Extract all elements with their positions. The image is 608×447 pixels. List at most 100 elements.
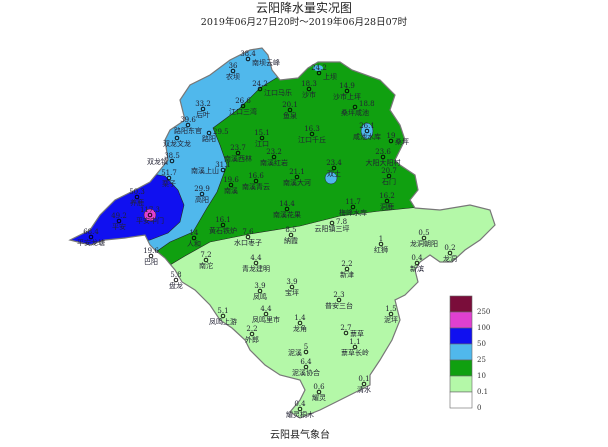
station-marker[interactable]: 1 红狮 — [374, 235, 388, 254]
station-dot — [331, 165, 337, 171]
station-marker[interactable]: 2.2 新津 — [340, 260, 354, 279]
station-name: 納霞 — [284, 236, 298, 245]
station-name: 梅峰水库 — [339, 208, 367, 217]
station-value: 38.5 — [164, 152, 180, 160]
station-dot — [344, 88, 350, 94]
station-marker[interactable]: 0.2 龙洞 — [443, 244, 457, 263]
station-value: 23.4 — [326, 159, 342, 167]
station-marker[interactable]: 23.4 双土 — [326, 159, 342, 178]
station-marker[interactable]: 51.7 栗子 — [161, 169, 177, 188]
station-marker[interactable]: 5泥溪 — [288, 343, 309, 357]
station-marker[interactable]: 19.6 南溪 — [223, 176, 239, 195]
station-value: 1.5 — [385, 305, 396, 313]
legend-label: 25 — [477, 356, 486, 364]
station-name: 凤鸣上游 — [209, 317, 237, 326]
station-marker[interactable]: 16.6 南溪青云 — [242, 172, 270, 191]
station-marker[interactable]: 68.4 平安龙塘 — [77, 228, 105, 247]
legend-swatch — [449, 375, 473, 393]
station-dot — [388, 138, 394, 144]
station-marker[interactable]: 20.1 鱼泉 — [282, 101, 298, 120]
station-marker[interactable]: 14.9 沙市上坪 — [333, 82, 361, 101]
station-marker[interactable]: 双龙文龙 — [163, 135, 191, 148]
station-marker[interactable]: 19.6 巴阳 — [143, 247, 159, 266]
station-marker[interactable]: 33.2 后叶 — [195, 100, 211, 119]
station-marker[interactable]: 0.4 新滨 — [410, 254, 424, 273]
station-dot — [297, 320, 303, 326]
station-marker[interactable]: 6.4 泥溪协合 — [292, 358, 320, 377]
station-marker[interactable]: 11.7 梅峰水库 — [339, 198, 367, 217]
station-marker[interactable]: 14.4 南溪花果 — [273, 200, 301, 219]
station-marker[interactable]: 21.1 南溪大河 — [283, 168, 311, 187]
station-value: 0.1 — [358, 375, 369, 383]
station-marker[interactable]: 29.5路阳 — [202, 128, 229, 143]
station-value: 1 — [379, 235, 383, 243]
station-marker[interactable]: 0.1 清水 — [357, 375, 371, 394]
station-marker[interactable]: 5.1 凤鸣上游 — [209, 307, 237, 326]
station-marker[interactable]: 23.2 南溪红岩 — [260, 148, 288, 167]
station-marker[interactable]: 29.9 高阳 — [194, 185, 210, 204]
station-marker[interactable]: 4.4 凤鸣里市 — [252, 305, 280, 324]
station-marker[interactable]: 3.9 宝坪 — [285, 278, 299, 297]
station-marker[interactable]: 8.5 納霞 — [284, 226, 298, 245]
station-marker[interactable]: 20.7 石门 — [381, 167, 397, 186]
station-dot — [344, 266, 350, 272]
station-name: 红狮 — [374, 245, 388, 254]
station-marker[interactable]: 2.3 普安三台 — [325, 291, 353, 310]
station-value: 50.3 — [129, 188, 145, 196]
station-marker[interactable]: 4.4 青龙建明 — [242, 254, 270, 273]
station-marker[interactable]: 14 人和 — [187, 229, 201, 248]
station-marker[interactable]: 0.6 耀灵 — [312, 383, 326, 402]
station-name: 后叶 — [196, 110, 210, 119]
station-value: 117.3 — [140, 206, 160, 214]
station-marker[interactable]: 23.7 南溪西林 — [224, 144, 252, 163]
station-name: 桑坪咸池 — [341, 108, 369, 117]
station-marker[interactable]: 24.2上坝 — [311, 64, 337, 81]
legend-swatch — [449, 343, 473, 361]
station-marker[interactable]: 2.2 外郎 — [245, 325, 259, 344]
station-marker[interactable]: 16.1 黄石铁炉 — [209, 216, 237, 235]
station-value: 3.9 — [286, 278, 297, 286]
station-name: 外郎 — [245, 335, 259, 344]
station-marker[interactable]: 15.1 江口 — [254, 129, 270, 148]
station-marker[interactable]: 5.8 盘龙 — [169, 271, 183, 290]
station-marker[interactable]: 16.3 江口千丘 — [298, 125, 326, 144]
station-marker[interactable]: 49.2 平安 — [111, 212, 127, 231]
station-marker[interactable]: 18.3 沙市 — [301, 80, 317, 99]
station-marker[interactable]: 3.9 凤鸣 — [253, 282, 267, 301]
station-value: 24.2 — [252, 80, 268, 88]
station-marker[interactable]: 117.3 平安中门 — [136, 206, 164, 225]
station-value: 2.3 — [333, 291, 344, 299]
station-marker[interactable]: 2.7蔈草 — [340, 324, 364, 338]
station-marker[interactable]: 16.2 洞鹿 — [379, 192, 395, 211]
station-dot — [352, 344, 358, 350]
station-dot — [361, 381, 367, 387]
station-marker[interactable]: 1.1 蔈草长岭 — [341, 338, 369, 357]
station-marker[interactable]: 23.6 大阳大阳村 — [366, 148, 401, 167]
station-dot — [173, 277, 179, 283]
station-marker[interactable]: 39.6 路阳东官 — [174, 116, 202, 135]
station-marker[interactable]: 1.4 龙角 — [293, 314, 307, 333]
station-marker[interactable]: 26.6 江口三湾 — [229, 97, 257, 116]
station-marker[interactable]: 36 农坝 — [226, 62, 240, 81]
station-value: 16.6 — [248, 172, 264, 180]
station-marker[interactable]: 7.6 水口枣子 — [234, 228, 262, 247]
station-marker[interactable]: 26.1 咸池水库 — [353, 122, 381, 141]
issuer-label: 云阳县气象台 — [270, 430, 330, 441]
station-marker[interactable]: 7.2 南沱 — [199, 251, 213, 270]
station-dot — [414, 260, 420, 266]
station-dot — [364, 128, 370, 134]
region-100-250 — [143, 208, 157, 222]
station-dot — [316, 70, 322, 76]
station-marker[interactable]: 0.5 龙洞朝阳 — [410, 229, 438, 248]
station-marker[interactable]: 0.4 耀灵桐木 — [286, 400, 314, 419]
station-marker[interactable]: 50.3 养鹿 — [129, 188, 145, 207]
station-marker[interactable]: 1.5 泥坪 — [384, 305, 398, 324]
station-dot — [421, 235, 427, 241]
